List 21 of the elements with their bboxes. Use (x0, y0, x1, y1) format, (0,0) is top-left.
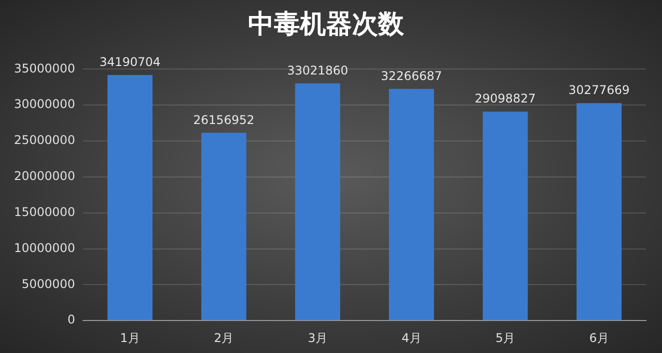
data-label: 34190704 (99, 55, 161, 70)
data-label: 26156952 (193, 112, 254, 127)
y-tick-label: 0 (67, 312, 76, 327)
y-tick-label: 30000000 (14, 97, 76, 112)
x-tick-label: 1月 (120, 330, 140, 345)
x-tick-label: 5月 (495, 330, 516, 345)
data-label: 32266687 (380, 68, 442, 83)
data-label: 30277669 (568, 83, 630, 98)
y-tick-label: 15000000 (14, 204, 76, 219)
y-tick-label: 25000000 (14, 133, 76, 148)
x-tick-label: 2月 (214, 330, 234, 345)
chart-title: 中毒机器次数 (248, 9, 405, 40)
x-tick-label: 4月 (402, 330, 422, 345)
x-tick-label: 3月 (308, 330, 328, 345)
data-label: 29098827 (474, 92, 536, 106)
y-tick-label: 20000000 (14, 169, 76, 184)
y-tick-label: 35000000 (14, 61, 76, 76)
data-label: 33021860 (287, 64, 348, 78)
y-tick-label: 10000000 (14, 240, 76, 255)
x-tick-label: 6月 (589, 330, 609, 345)
y-tick-label: 5000000 (22, 276, 76, 291)
